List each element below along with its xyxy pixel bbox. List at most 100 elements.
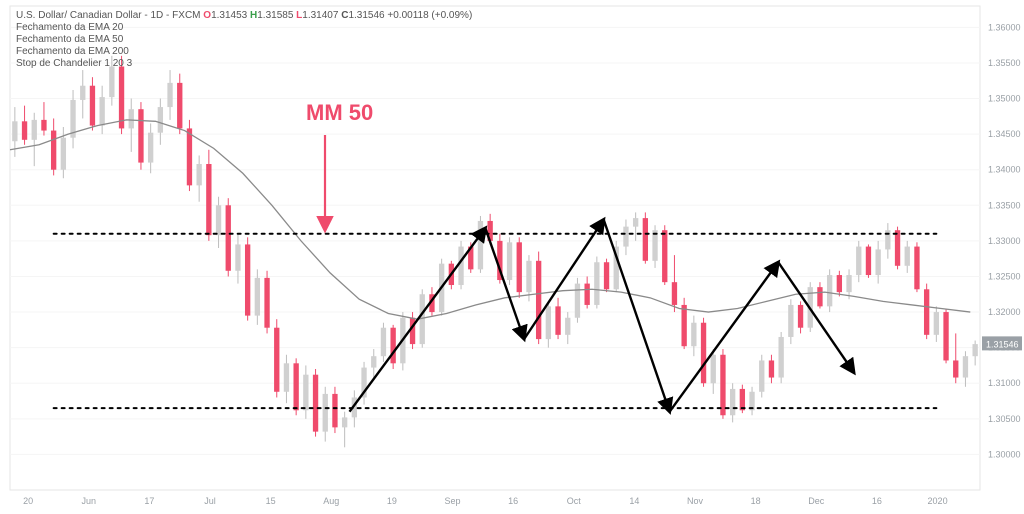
candle xyxy=(866,247,871,275)
candle xyxy=(788,305,793,337)
candle xyxy=(32,120,37,140)
candle xyxy=(652,230,657,261)
x-tick-label: Oct xyxy=(567,496,582,506)
candle xyxy=(691,323,696,346)
y-tick-label: 1.35000 xyxy=(988,94,1021,104)
candle xyxy=(148,133,153,163)
y-tick-label: 1.36000 xyxy=(988,22,1021,32)
candle xyxy=(235,244,240,270)
y-tick-label: 1.32000 xyxy=(988,307,1021,317)
candle xyxy=(778,337,783,378)
candle xyxy=(827,275,832,306)
candle xyxy=(371,356,376,367)
y-tick-label: 1.30000 xyxy=(988,449,1021,459)
indicator-label: Fechamento da EMA 50 xyxy=(16,34,124,45)
chart-container: 1.300001.305001.310001.315001.320001.325… xyxy=(0,0,1024,514)
candle xyxy=(934,312,939,335)
x-tick-label: 19 xyxy=(387,496,397,506)
candle xyxy=(633,218,638,227)
x-tick-label: Aug xyxy=(323,496,339,506)
candle xyxy=(846,275,851,292)
candle xyxy=(924,289,929,335)
candle xyxy=(196,164,201,185)
candle xyxy=(594,262,599,305)
x-tick-label: Sep xyxy=(445,496,461,506)
x-tick-label: 16 xyxy=(872,496,882,506)
annotation-text: MM 50 xyxy=(306,100,373,125)
candle xyxy=(109,67,114,98)
candle xyxy=(80,86,85,100)
x-tick-label: 20 xyxy=(23,496,33,506)
candle xyxy=(575,284,580,318)
candle xyxy=(953,360,958,377)
x-tick-label: 16 xyxy=(508,496,518,506)
candle xyxy=(293,363,298,410)
candle xyxy=(284,363,289,391)
candle xyxy=(216,205,221,235)
candle xyxy=(895,230,900,266)
candle xyxy=(323,394,328,432)
candle xyxy=(769,360,774,377)
candle xyxy=(875,249,880,275)
candle xyxy=(22,121,27,140)
candle xyxy=(119,67,124,129)
candle xyxy=(720,355,725,416)
y-tick-label: 1.34000 xyxy=(988,165,1021,175)
candle xyxy=(245,244,250,315)
candle xyxy=(798,305,803,328)
candle xyxy=(313,375,318,432)
candle xyxy=(264,278,269,328)
y-tick-label: 1.34500 xyxy=(988,129,1021,139)
candle xyxy=(255,278,260,316)
x-tick-label: 2020 xyxy=(928,496,948,506)
candle xyxy=(390,328,395,364)
candle xyxy=(342,417,347,427)
price-chart[interactable]: 1.300001.305001.310001.315001.320001.325… xyxy=(0,0,1024,514)
candle xyxy=(555,306,560,334)
x-tick-label: Jul xyxy=(204,496,216,506)
candle xyxy=(158,107,163,133)
candle xyxy=(536,261,541,339)
indicator-label: Fechamento da EMA 20 xyxy=(16,22,124,33)
candle xyxy=(177,83,182,129)
x-tick-label: 17 xyxy=(144,496,154,506)
candle xyxy=(817,287,822,306)
candle xyxy=(274,328,279,392)
x-tick-label: 15 xyxy=(266,496,276,506)
chart-header: U.S. Dollar/ Canadian Dollar - 1D - FXCM… xyxy=(16,10,472,21)
y-tick-label: 1.30500 xyxy=(988,414,1021,424)
candle xyxy=(672,282,677,305)
candle xyxy=(711,355,716,383)
y-tick-label: 1.32500 xyxy=(988,271,1021,281)
candle xyxy=(905,247,910,266)
candle xyxy=(41,120,46,131)
candle xyxy=(623,227,628,247)
y-tick-label: 1.31000 xyxy=(988,378,1021,388)
candle xyxy=(943,312,948,360)
candle xyxy=(187,128,192,185)
indicator-label: Fechamento da EMA 200 xyxy=(16,46,129,57)
candle xyxy=(478,221,483,269)
candle xyxy=(546,306,551,339)
y-tick-label: 1.33500 xyxy=(988,200,1021,210)
candle xyxy=(837,275,842,292)
candle xyxy=(99,97,104,125)
candle xyxy=(458,247,463,285)
candle xyxy=(303,375,308,411)
candle xyxy=(206,164,211,235)
candle xyxy=(12,121,17,141)
candle xyxy=(643,218,648,261)
candle xyxy=(332,394,337,427)
candle xyxy=(856,247,861,275)
candle xyxy=(604,262,609,289)
candle xyxy=(129,109,134,128)
candle xyxy=(740,389,745,410)
candle xyxy=(526,261,531,292)
candle xyxy=(381,328,386,356)
candle xyxy=(167,83,172,107)
y-tick-label: 1.33000 xyxy=(988,236,1021,246)
candle xyxy=(517,242,522,292)
candle xyxy=(963,356,968,377)
x-tick-label: Dec xyxy=(808,496,825,506)
candle xyxy=(138,109,143,162)
